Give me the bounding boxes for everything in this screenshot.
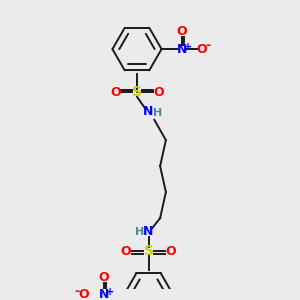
Text: S: S bbox=[144, 244, 154, 258]
Text: S: S bbox=[132, 85, 142, 99]
Text: O: O bbox=[176, 25, 187, 38]
Text: O: O bbox=[78, 288, 89, 300]
Text: H: H bbox=[135, 227, 144, 237]
Text: O: O bbox=[110, 86, 121, 99]
Text: H: H bbox=[153, 108, 162, 118]
Text: O: O bbox=[196, 43, 207, 56]
Text: O: O bbox=[98, 271, 109, 284]
Text: O: O bbox=[165, 245, 175, 258]
Text: N: N bbox=[99, 288, 109, 300]
Text: O: O bbox=[121, 245, 131, 258]
Text: N: N bbox=[143, 105, 154, 118]
Text: N: N bbox=[177, 43, 187, 56]
Text: O: O bbox=[153, 86, 164, 99]
Text: -: - bbox=[74, 285, 80, 298]
Text: +: + bbox=[184, 42, 192, 52]
Text: N: N bbox=[143, 225, 154, 238]
Text: -: - bbox=[206, 39, 211, 52]
Text: +: + bbox=[106, 287, 114, 297]
